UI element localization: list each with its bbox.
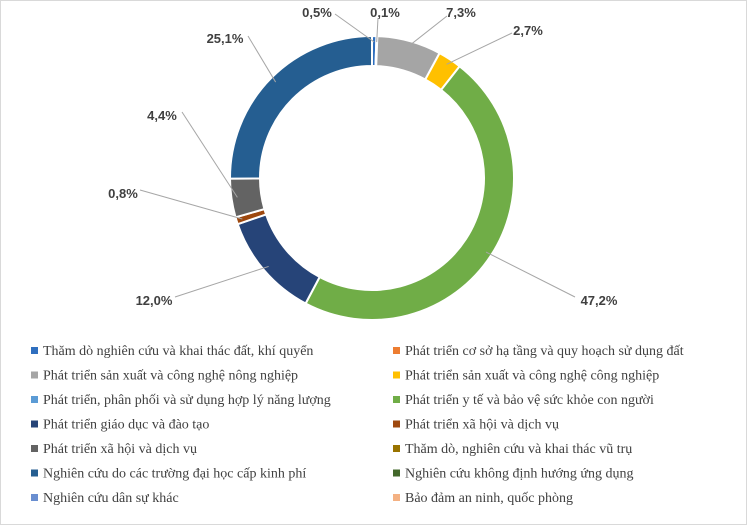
legend-swatch [31, 347, 38, 354]
slice-8 [228, 177, 266, 219]
leader-line-10 [247, 35, 277, 83]
leader-line-1 [376, 17, 379, 43]
legend-label: Phát triển sản xuất và công nghệ nông ng… [43, 369, 298, 384]
leader-line-8 [181, 111, 238, 198]
data-label-6: 12,0% [136, 293, 173, 308]
legend-swatch [393, 469, 400, 477]
data-label-8: 4,4% [147, 108, 177, 123]
slice-10 [229, 34, 373, 180]
legend: Thăm dò nghiên cứu và khai thác đất, khí… [31, 344, 684, 506]
legend-item-5: Phát triển y tế và bảo vệ sức khỏe con n… [393, 393, 654, 408]
leader-line-6 [174, 265, 269, 298]
legend-swatch [393, 396, 400, 403]
data-label-2: 7,3% [446, 5, 476, 20]
legend-label: Bảo đảm an ninh, quốc phòng [405, 491, 573, 506]
legend-item-3: Phát triển sản xuất và công nghệ công ng… [393, 369, 659, 384]
data-label-10: 25,1% [207, 31, 244, 46]
legend-item-9: Thăm dò, nghiên cứu và khai thác vũ trụ [393, 442, 632, 457]
legend-swatch [393, 445, 400, 452]
legend-item-8: Phát triển xã hội và dịch vụ [31, 442, 197, 457]
legend-item-7: Phát triển xã hội và dịch vụ [393, 418, 559, 433]
legend-swatch [31, 445, 38, 452]
legend-item-4: Phát triển, phân phối và sử dụng hợp lý … [31, 393, 331, 408]
legend-swatch [31, 371, 38, 379]
legend-label: Phát triển xã hội và dịch vụ [405, 418, 559, 433]
data-labels: 0,5% 0,1% 7,3% 2,7% 47,2% 12,0% 0,8% 4,4% 25,1% [108, 5, 618, 308]
legend-swatch [393, 371, 400, 379]
legend-label: Phát triển sản xuất và công nghệ công ng… [405, 369, 659, 384]
leader-lines [139, 13, 576, 298]
legend-label: Nghiên cứu không định hướng ứng dụng [405, 467, 633, 482]
legend-label: Phát triển, phân phối và sử dụng hợp lý … [43, 393, 331, 408]
legend-swatch [393, 494, 400, 501]
legend-item-2: Phát triển sản xuất và công nghệ nông ng… [31, 369, 298, 384]
legend-label: Phát triển cơ sở hạ tầng và quy hoạch sử… [405, 344, 684, 359]
legend-swatch [31, 494, 38, 501]
leader-line-5 [485, 251, 576, 298]
leader-line-0 [334, 13, 375, 43]
legend-item-10: Nghiên cứu do các trường đại học cấp kin… [31, 467, 306, 482]
legend-label: Thăm dò nghiên cứu và khai thác đất, khí… [43, 344, 313, 359]
legend-item-6: Phát triển giáo dục và đào tạo [31, 418, 209, 433]
legend-label: Phát triển giáo dục và đào tạo [43, 418, 209, 433]
legend-label: Nghiên cứu dân sự khác [43, 491, 179, 506]
data-label-7: 0,8% [108, 186, 138, 201]
legend-label: Nghiên cứu do các trường đại học cấp kin… [43, 467, 306, 482]
data-label-1: 0,1% [370, 5, 400, 20]
legend-label: Phát triển xã hội và dịch vụ [43, 442, 197, 457]
legend-item-1: Phát triển cơ sở hạ tầng và quy hoạch sử… [393, 344, 684, 359]
slice-6 [236, 213, 321, 305]
data-label-0: 0,5% [302, 5, 332, 20]
legend-label: Phát triển y tế và bảo vệ sức khỏe con n… [405, 393, 654, 408]
leader-line-2 [407, 15, 448, 48]
legend-item-13: Bảo đảm an ninh, quốc phòng [393, 491, 573, 506]
donut-slices [228, 34, 515, 321]
legend-item-11: Nghiên cứu không định hướng ứng dụng [393, 467, 633, 482]
legend-swatch [393, 347, 400, 354]
leader-line-7 [139, 189, 243, 220]
legend-item-12: Nghiên cứu dân sự khác [31, 491, 179, 506]
leader-line-3 [446, 32, 513, 65]
data-label-5: 47,2% [581, 293, 618, 308]
legend-swatch [31, 396, 38, 403]
legend-swatch [393, 420, 400, 428]
data-label-3: 2,7% [513, 23, 543, 38]
legend-item-0: Thăm dò nghiên cứu và khai thác đất, khí… [31, 344, 313, 359]
legend-swatch [31, 420, 38, 428]
legend-swatch [31, 469, 38, 477]
slice-5 [304, 64, 515, 321]
legend-label: Thăm dò, nghiên cứu và khai thác vũ trụ [405, 442, 632, 457]
